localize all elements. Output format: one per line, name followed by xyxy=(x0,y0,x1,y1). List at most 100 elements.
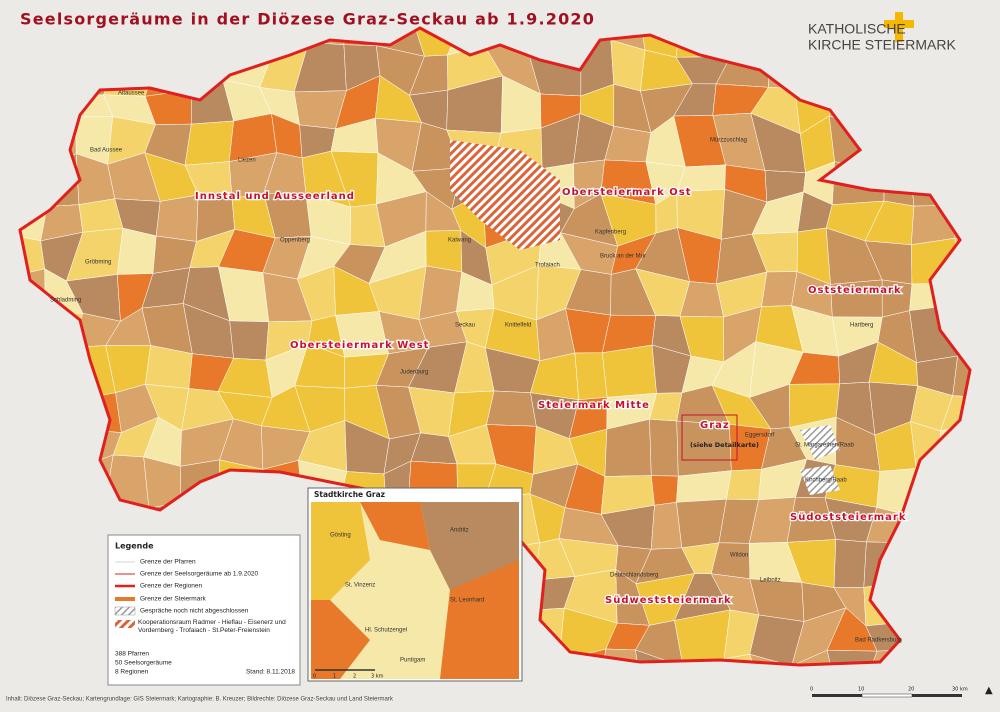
parish-area xyxy=(676,498,727,549)
region-labels: Innstal und Ausseerland Obersteiermark O… xyxy=(194,186,907,608)
inset-place: Andritz xyxy=(450,528,469,534)
parish-area xyxy=(155,194,199,242)
parish-area xyxy=(635,620,684,665)
place-label: Trofaiach xyxy=(535,263,560,269)
place-label: Schladming xyxy=(50,298,81,304)
legend-stat: 50 Seelsorgeräume xyxy=(115,660,172,667)
inset-place: Gösting xyxy=(330,533,351,539)
place-label: Altaussee xyxy=(118,91,145,97)
graz-note: (siehe Detailkarte) xyxy=(690,441,759,449)
inset-scale-label: 2 xyxy=(353,674,356,680)
place-label: Liezen xyxy=(238,158,256,164)
logo: KATHOLISCHE KIRCHE STEIERMARK xyxy=(808,12,956,53)
place-labels: Altaussee Bad Aussee Gröbming Schladming… xyxy=(50,91,902,644)
parish-area xyxy=(184,120,234,166)
place-label: Eggersdorf xyxy=(745,433,775,439)
place-label: Kalwang xyxy=(448,238,471,244)
parish-area xyxy=(229,320,270,361)
legend-item: Kooperationsraum Radmer - Hieflau - Eise… xyxy=(138,619,286,634)
pending-area xyxy=(800,425,840,460)
cooperation-area xyxy=(450,140,560,250)
parish-area xyxy=(676,470,732,503)
legend-item: Grenze der Pfarren xyxy=(140,559,196,566)
parish-area xyxy=(486,390,537,427)
place-label: Bad Radkersburg xyxy=(855,638,902,644)
inset-place: Hl. Schutzengel xyxy=(365,628,407,634)
parish-area xyxy=(116,227,157,275)
parish-area xyxy=(826,649,878,665)
scale-segment xyxy=(812,694,862,697)
inset-area xyxy=(360,502,430,550)
parish-area xyxy=(833,539,867,588)
place-label: Wildon xyxy=(730,553,748,559)
parish-area xyxy=(574,352,608,401)
place-label: Deutschlandsberg xyxy=(610,573,658,579)
inset-map xyxy=(311,502,519,679)
inset-place: Puntigam xyxy=(400,658,425,664)
scale-label: 10 xyxy=(858,687,864,693)
logo-text: KATHOLISCHE xyxy=(808,21,906,37)
inset-area xyxy=(311,502,370,600)
inset-scale-label: 3 km xyxy=(371,674,384,680)
scale-label: 30 km xyxy=(952,687,968,693)
legend-stat: 388 Pfarren xyxy=(115,651,149,658)
graz-frame xyxy=(681,414,738,461)
scale-label: 20 xyxy=(908,687,914,693)
north-arrow: ▲ xyxy=(985,685,993,696)
inset-title: Stadtkirche Graz xyxy=(314,490,385,499)
region-label: Südoststeiermark xyxy=(790,512,907,523)
parish-area xyxy=(749,614,805,665)
parish-area xyxy=(601,344,657,398)
parish-area xyxy=(791,649,836,665)
footer-credits: Inhalt: Diözese Graz-Seckau; Kartengrund… xyxy=(6,697,394,703)
scale-label: 0 xyxy=(810,687,813,693)
legend-symbol xyxy=(114,606,136,616)
region-label: Obersteiermark Ost xyxy=(562,187,692,198)
legend-stat: 8 Regionen xyxy=(115,669,149,676)
legend-symbol xyxy=(115,620,135,628)
region-label: Oststeiermark xyxy=(808,285,902,296)
legend-item: Grenze der Seelsorgeräume ab 1.9.2020 xyxy=(140,571,259,578)
inset-scale-label: 1 xyxy=(333,674,336,680)
place-label: Gröbming xyxy=(85,260,111,266)
region-label: Südweststeiermark xyxy=(605,595,732,606)
place-label: Bruck an der Mur xyxy=(600,254,646,260)
scale-segment xyxy=(861,693,913,698)
inset-place: St. Leonhard xyxy=(450,598,484,604)
place-label: Kapfenberg xyxy=(595,230,626,236)
legend-item-box: Kooperationsraum Radmer - Hieflau - Eise… xyxy=(138,619,286,634)
legend-item: Gespräche noch nicht abgeschlossen xyxy=(140,608,249,615)
place-label: St. Margarethen/Raab xyxy=(795,443,855,449)
place-label: Leibnitz xyxy=(760,578,781,584)
scale-segment xyxy=(912,694,962,697)
parish-area xyxy=(604,418,652,477)
legend-date: Stand: 8.11.2018 xyxy=(246,669,295,676)
logo-text: KIRCHE STEIERMARK xyxy=(808,37,956,53)
place-label: Knittelfeld xyxy=(505,323,531,329)
inset-area xyxy=(440,560,519,679)
scale-bar: 0 10 20 30 km ▲ xyxy=(810,685,993,698)
parish-area xyxy=(649,418,679,477)
region-label: Steiermark Mitte xyxy=(538,400,650,411)
parish-area xyxy=(726,468,762,501)
legend-box xyxy=(107,534,301,686)
logo-cross xyxy=(884,20,914,28)
place-label: Oppenberg xyxy=(280,238,310,244)
region-label: Innstal und Ausseerland xyxy=(195,191,355,202)
place-label: Bad Aussee xyxy=(90,148,123,154)
inset-scale-label: 0 xyxy=(313,674,316,680)
legend: Legende Grenze der Pfarren Grenze der Se… xyxy=(107,534,301,686)
legend-item: Grenze der Steiermark xyxy=(140,596,206,603)
inset-place: St. Vinzenz xyxy=(345,583,375,589)
place-label: Seckau xyxy=(455,323,475,329)
pending-area xyxy=(800,465,840,495)
place-label: Kirchberg/Raab xyxy=(805,478,847,484)
legend-item: Grenze der Regionen xyxy=(140,583,203,590)
map-title: Seelsorgeräume in der Diözese Graz-Secka… xyxy=(20,10,595,29)
legend-title: Legende xyxy=(115,542,154,551)
region-label: Graz xyxy=(700,420,730,431)
inset-area xyxy=(311,600,370,679)
inset: Stadtkirche Graz Gösting St. Vinzenz Hl.… xyxy=(307,487,523,682)
place-label: Mürzzuschlag xyxy=(710,138,747,144)
